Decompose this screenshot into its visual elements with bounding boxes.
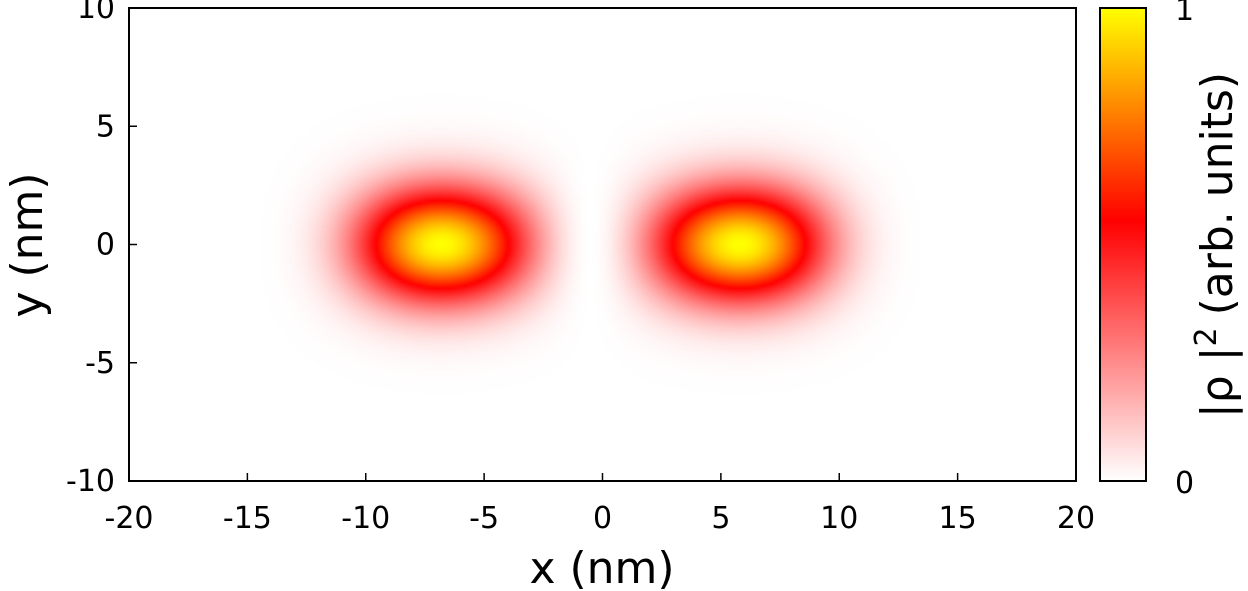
x-tick-label: 5 <box>711 501 730 536</box>
colorbar-max-label: 1 <box>1175 0 1194 28</box>
y-axis-label: y (nm) <box>2 172 53 317</box>
x-tick-label: 20 <box>1057 501 1095 536</box>
y-tick-label: 5 <box>96 109 115 144</box>
colorbar: 1 0 |ρ |2 (arb. units) <box>1099 0 1243 501</box>
y-tick-label: 10 <box>77 0 115 26</box>
x-tick-label: 15 <box>939 501 977 536</box>
heatmap-image <box>129 8 1076 481</box>
plot-area: -20 -15 -10 -5 0 5 10 15 20 -10 -5 0 5 10 <box>66 0 1095 536</box>
x-axis-label: x (nm) <box>529 543 674 591</box>
x-tick-label: 10 <box>820 501 858 536</box>
x-axis-ticks: -20 -15 -10 -5 0 5 10 15 20 <box>105 473 1095 536</box>
colorbar-label: |ρ |2 (arb. units) <box>1189 72 1243 418</box>
y-axis-ticks: -10 -5 0 5 10 <box>66 0 137 499</box>
colorbar-label-units: (arb. units) <box>1192 72 1243 315</box>
x-tick-label: -20 <box>105 501 154 536</box>
y-tick-label: 0 <box>96 228 115 263</box>
x-tick-label: 0 <box>593 501 612 536</box>
y-tick-label: -5 <box>85 346 115 381</box>
y-tick-label: -10 <box>66 464 115 499</box>
x-tick-label: -15 <box>223 501 272 536</box>
colorbar-label-exponent: 2 <box>1189 327 1224 346</box>
x-tick-label: -10 <box>341 501 390 536</box>
x-tick-label: -5 <box>469 501 499 536</box>
colorbar-label-main: |ρ | <box>1192 346 1243 418</box>
colorbar-gradient <box>1099 7 1147 482</box>
colorbar-min-label: 0 <box>1175 466 1194 501</box>
